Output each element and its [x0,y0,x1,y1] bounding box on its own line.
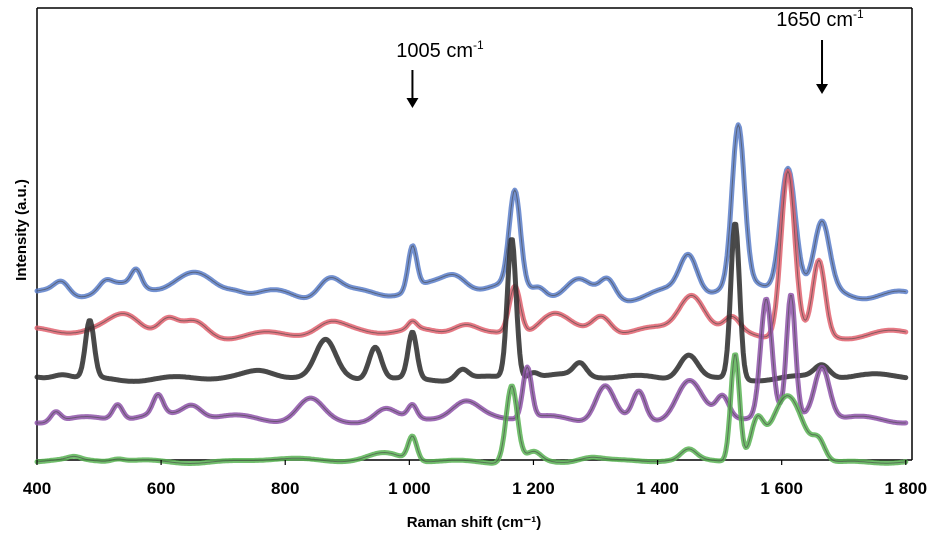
x-tick-label: 1 400 [636,479,679,498]
annotations: 1005 cm-1 1650 cm-1 [396,7,864,108]
annotation-arrow-head [816,84,829,94]
spectrum-line-1 [34,122,909,304]
annotation-label: 1005 cm-1 [396,38,484,62]
x-tick-label: 600 [147,479,175,498]
x-tick-label: 1 600 [760,479,803,498]
x-tick-label: 1 000 [388,479,431,498]
x-axis-label: Raman shift (cm⁻¹) [407,514,542,531]
x-ticks: 400 600 800 1 000 1 200 1 400 1 600 1 800 [23,460,927,498]
series-layer [34,122,909,466]
spectrum-core-line-5 [36,354,906,464]
spectrum-core-line-3 [36,223,906,382]
y-axis-label: Intensity (a.u.) [13,179,30,281]
x-tick-label: 1 800 [885,479,928,498]
x-tick-label: 1 200 [512,479,555,498]
spectrum-core-line-4 [36,294,906,424]
annotation-label: 1650 cm-1 [776,7,864,31]
plot-frame [36,7,913,461]
x-tick-label: 400 [23,479,51,498]
spectrum-core-line-1 [36,123,906,302]
x-tick-label: 800 [271,479,299,498]
annotation-arrow-head [406,98,419,108]
